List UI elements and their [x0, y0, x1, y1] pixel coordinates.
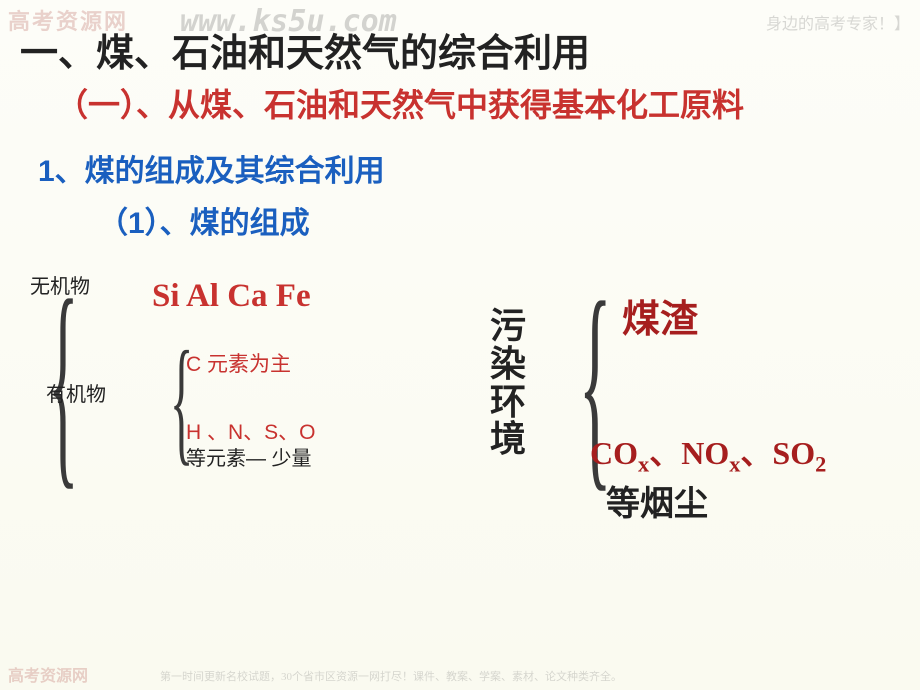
label-organic: 有机物: [46, 378, 106, 407]
watermark-bottom-logo: 高考资源网: [8, 662, 88, 686]
title-main: 一、煤、石油和天然气的综合利用: [20, 22, 590, 77]
label-inorganic: 无机物: [30, 270, 90, 299]
inorganic-elements: Si Al Ca Fe: [152, 278, 311, 315]
pollute-label: 污染环境: [490, 308, 526, 459]
subheading-1-1: （1）、煤的组成: [98, 198, 310, 242]
slide-content: 一、煤、石油和天然气的综合利用 （一）、从煤、石油和天然气中获得基本化工原料 1…: [0, 0, 920, 690]
gases-label: COx、NOx、SO2: [590, 428, 826, 477]
organic-c-main: C 元素为主: [186, 348, 291, 378]
watermark-bottom: 高考资源网 第一时间更新名校试题，30个省市区资源一网打尽！课件、教案、学案、素…: [0, 658, 920, 690]
subheading-1: 1、煤的组成及其综合利用: [38, 146, 385, 190]
slag-label: 煤渣: [622, 288, 698, 343]
section-1-heading: （一）、从煤、石油和天然气中获得基本化工原料: [56, 80, 744, 126]
watermark-bottom-text: 第一时间更新名校试题，30个省市区资源一网打尽！课件、教案、学案、素材、论文种类…: [160, 668, 622, 684]
smoke-label: 等烟尘: [606, 476, 708, 525]
organic-minor: 等元素— 少量: [186, 442, 312, 471]
